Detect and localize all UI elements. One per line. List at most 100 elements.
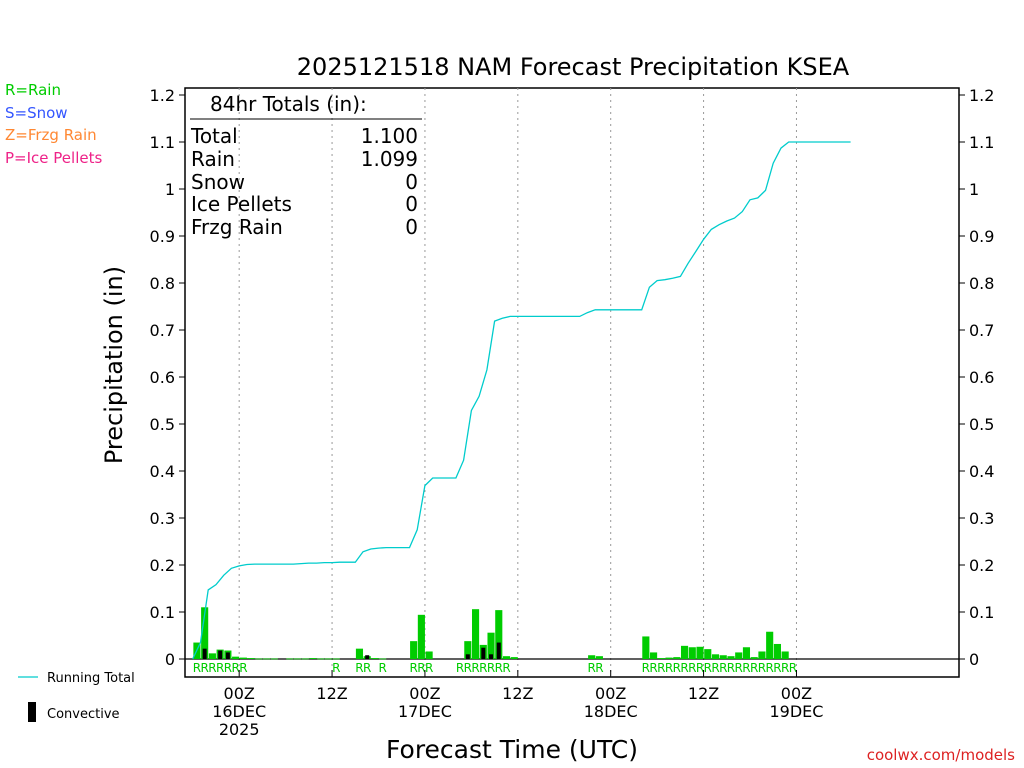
precip-type-label: R [456, 661, 464, 675]
precip-type-label: R [502, 661, 510, 675]
legend-running-total-label: Running Total [47, 671, 135, 686]
precip-type-label: R [193, 661, 201, 675]
x-tick-label: 18DEC [584, 702, 638, 721]
y-tick-label-right: 0.5 [969, 415, 994, 434]
y-tick-label-right: 1.1 [969, 133, 994, 152]
totals-box: 84hr Totals (in): Total 1.100 Rain 1.099… [190, 92, 422, 239]
precip-bar [332, 658, 340, 660]
precip-type-label: R [719, 661, 727, 675]
precip-type-label: R [789, 661, 797, 675]
precip-bar [410, 641, 418, 659]
y-tick-label-left: 0.4 [150, 462, 175, 481]
y-tick-label-left: 0 [165, 650, 175, 669]
x-axis-title: Forecast Time (UTC) [386, 735, 638, 764]
y-tick-label-right: 0.1 [969, 603, 994, 622]
y-tick-label-right: 0.4 [969, 462, 994, 481]
x-tick-label: 16DEC [212, 702, 266, 721]
x-tick-label: 12Z [502, 684, 533, 703]
precip-bar [201, 607, 209, 659]
totals-label-rain: Rain [191, 147, 235, 171]
precip-type-label: R [688, 661, 696, 675]
totals-value-frzg-rain: 0 [405, 215, 418, 239]
y-axis-left: 0 0.1 0.2 0.3 0.4 0.5 0.6 0.7 0.8 0.9 1 1.1 1.2 [150, 86, 185, 669]
precip-bar [324, 658, 333, 660]
totals-value-rain: 1.099 [361, 147, 418, 171]
precip-bar [379, 658, 387, 660]
precip-bar [642, 636, 650, 659]
y-tick-label-left: 1.2 [150, 86, 175, 105]
precip-bar [309, 658, 317, 659]
totals-value-ice-pellets: 0 [405, 192, 418, 216]
precip-type-label: R [595, 661, 603, 675]
precip-type-label: R [200, 661, 208, 675]
precip-type-label: R [696, 661, 704, 675]
y-tick-label-left: 0.6 [150, 368, 175, 387]
precip-bar [510, 657, 518, 659]
precip-type-label: R [642, 661, 650, 675]
precip-type-label: R [758, 661, 766, 675]
y-tick-label-left: 0.5 [150, 415, 175, 434]
precip-bar [270, 658, 278, 660]
precip-type-label: R [231, 661, 239, 675]
precip-bar [735, 652, 743, 659]
y-tick-label-right: 1 [969, 180, 979, 199]
y-tick-label-left: 0.1 [150, 603, 175, 622]
totals-label-frzg-rain: Frzg Rain [191, 215, 283, 239]
x-tick-label: 00Z [409, 684, 440, 703]
totals-label-snow: Snow [191, 170, 245, 194]
y-tick-label-left: 1 [165, 180, 175, 199]
precip-type-label: R [417, 661, 425, 675]
watermark: coolwx.com/models [867, 746, 1015, 764]
x-tick-label: 12Z [316, 684, 347, 703]
precip-bar [696, 646, 704, 659]
y-tick-label-left: 0.7 [150, 321, 175, 340]
precip-bar [464, 641, 472, 659]
precip-bar [657, 658, 665, 659]
precip-type-label: R [711, 661, 719, 675]
running-total-line [192, 141, 851, 660]
precip-bar [208, 653, 216, 659]
x-tick-label: 00Z [595, 684, 626, 703]
precip-type-label: R [332, 661, 340, 675]
precip-bar [487, 632, 495, 659]
precip-bar [673, 657, 681, 659]
precip-bar [239, 657, 247, 659]
x-tick-label: 12Z [688, 684, 719, 703]
precip-type-label: R [704, 661, 712, 675]
y-tick-label-right: 0.6 [969, 368, 994, 387]
type-legend: R=Rain S=Snow Z=Frzg Rain P=Ice Pellets [5, 81, 102, 167]
totals-label-total: Total [190, 124, 238, 148]
y-tick-label-right: 0.2 [969, 556, 994, 575]
precip-bar [417, 614, 425, 659]
y-tick-label-right: 0.3 [969, 509, 994, 528]
precip-bar [688, 647, 696, 659]
precip-bar [665, 657, 673, 659]
precip-type-label: R [781, 661, 789, 675]
precip-bar [750, 657, 758, 659]
precip-bar [727, 656, 735, 659]
precip-bar [286, 658, 294, 660]
precip-type-label: R [587, 661, 595, 675]
precip-type-label: R [727, 661, 735, 675]
precip-bar [293, 658, 302, 660]
convective-bar [465, 654, 470, 659]
precip-bar [471, 609, 480, 659]
precip-bar [742, 647, 751, 659]
hourly-precip-bars [193, 607, 789, 660]
precip-bar [247, 658, 255, 659]
precip-type-label: R [487, 661, 495, 675]
precip-type-label: R [495, 661, 503, 675]
convective-bars [202, 642, 501, 659]
convective-bar [365, 655, 370, 659]
precip-type-label: R [773, 661, 781, 675]
x-tick-label: 00Z [781, 684, 812, 703]
precip-type-label: R [680, 661, 688, 675]
y-tick-label-left: 0.9 [150, 227, 175, 246]
precip-bar [595, 656, 603, 659]
precip-bar [502, 656, 511, 659]
precip-type-label: R [409, 661, 417, 675]
convective-bar [489, 654, 494, 659]
precip-bar [781, 651, 789, 659]
